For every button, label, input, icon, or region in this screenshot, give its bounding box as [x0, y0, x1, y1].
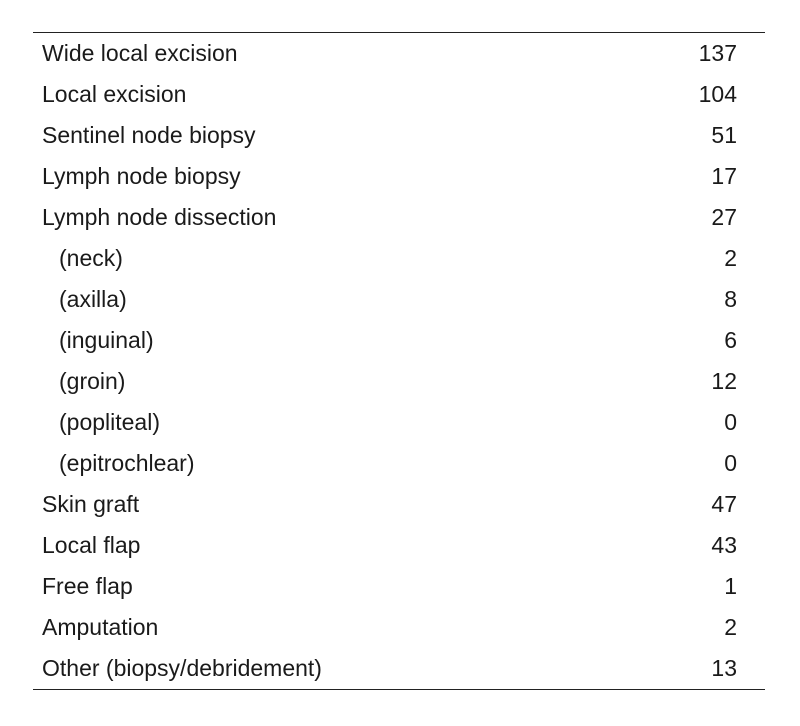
table-row: Lymph node biopsy 17: [33, 156, 765, 197]
table-row: Wide local excision 137: [33, 33, 765, 74]
table-subrow: (popliteal) 0: [33, 402, 765, 443]
row-label: (neck): [59, 245, 123, 271]
row-label: Lymph node biopsy: [42, 163, 241, 189]
table-row: Free flap 1: [33, 566, 765, 607]
row-label: Wide local excision: [42, 40, 238, 66]
table-row: Local flap 43: [33, 525, 765, 566]
row-value: 13: [711, 655, 737, 681]
row-label: (axilla): [59, 286, 127, 312]
row-label: Local flap: [42, 532, 141, 558]
row-value: 0: [724, 409, 737, 435]
row-label: (inguinal): [59, 327, 154, 353]
row-value: 137: [698, 40, 737, 66]
procedures-table-body: Wide local excision 137 Local excision 1…: [33, 33, 765, 689]
row-value: 2: [724, 614, 737, 640]
row-value: 6: [724, 327, 737, 353]
row-value: 27: [711, 204, 737, 230]
row-label: (popliteal): [59, 409, 160, 435]
row-value: 2: [724, 245, 737, 271]
table-row: Local excision 104: [33, 74, 765, 115]
procedures-table: Wide local excision 137 Local excision 1…: [33, 32, 765, 690]
row-value: 1: [724, 573, 737, 599]
row-label: Sentinel node biopsy: [42, 122, 256, 148]
row-label: Free flap: [42, 573, 133, 599]
row-label: Skin graft: [42, 491, 140, 517]
row-label: Other (biopsy/debridement): [42, 655, 322, 681]
row-value: 12: [711, 368, 737, 394]
table-subrow: (groin) 12: [33, 361, 765, 402]
row-value: 104: [698, 81, 737, 107]
row-value: 17: [711, 163, 737, 189]
bottom-rule: [33, 689, 765, 690]
row-label: Local excision: [42, 81, 187, 107]
row-label: Amputation: [42, 614, 159, 640]
row-value: 47: [711, 491, 737, 517]
table-subrow: (inguinal) 6: [33, 320, 765, 361]
table-row: Lymph node dissection 27: [33, 197, 765, 238]
row-value: 43: [711, 532, 737, 558]
table-subrow: (neck) 2: [33, 238, 765, 279]
row-value: 0: [724, 450, 737, 476]
table-row: Other (biopsy/debridement) 13: [33, 648, 765, 689]
table-row: Skin graft 47: [33, 484, 765, 525]
table-row: Sentinel node biopsy 51: [33, 115, 765, 156]
row-label: (epitrochlear): [59, 450, 195, 476]
table-row: Amputation 2: [33, 607, 765, 648]
row-label: Lymph node dissection: [42, 204, 277, 230]
table-subrow: (epitrochlear) 0: [33, 443, 765, 484]
row-label: (groin): [59, 368, 126, 394]
row-value: 8: [724, 286, 737, 312]
top-rule: [33, 32, 765, 33]
row-value: 51: [711, 122, 737, 148]
table-subrow: (axilla) 8: [33, 279, 765, 320]
